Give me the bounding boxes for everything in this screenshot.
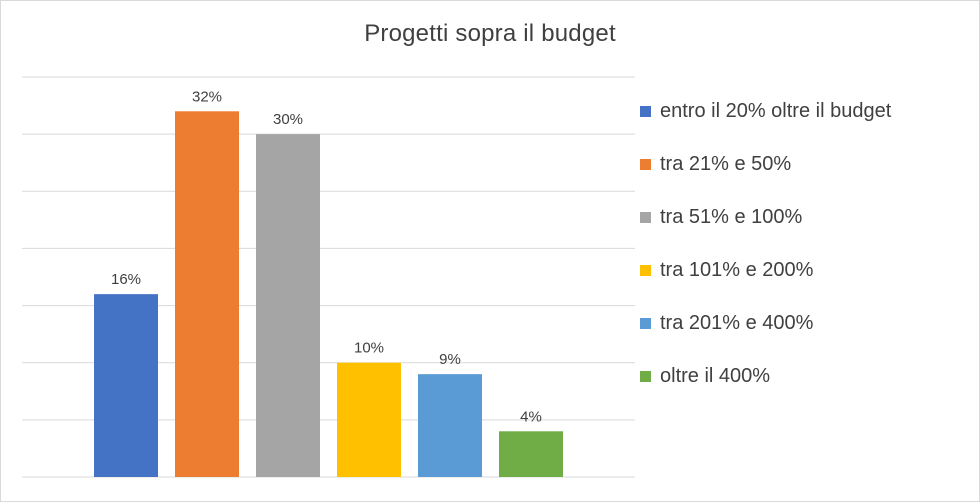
legend-swatch (640, 370, 651, 382)
data-label: 10% (354, 340, 384, 357)
legend-label: tra 51% e 100% (660, 205, 803, 228)
bar (256, 134, 320, 477)
legend-item: oltre il 400% (640, 363, 770, 389)
legend-label: oltre il 400% (660, 364, 771, 387)
legend-item: tra 201% e 400% (640, 310, 813, 336)
legend-label: tra 21% e 50% (660, 152, 792, 175)
bar (418, 374, 482, 477)
data-label: 4% (520, 408, 542, 425)
legend-item: tra 101% e 200% (640, 257, 813, 283)
legend-item: tra 21% e 50% (640, 151, 791, 177)
legend-item: tra 51% e 100% (640, 204, 802, 230)
bar (94, 294, 158, 477)
legend-swatch (640, 264, 651, 276)
bar (337, 362, 401, 477)
data-label-group: 16% 32% 30% 10% 9% 4% (111, 88, 542, 425)
bar (175, 111, 239, 478)
chart-title: Progetti sopra il budget (364, 20, 616, 47)
legend-swatch (640, 158, 651, 170)
legend-label: tra 101% e 200% (660, 258, 814, 281)
bar (499, 431, 563, 477)
legend-swatch (640, 105, 651, 117)
bar-group (94, 111, 563, 478)
data-label: 30% (273, 111, 303, 128)
legend-item: entro il 20% oltre il budget (640, 98, 891, 124)
legend-swatch (640, 317, 651, 329)
data-label: 32% (192, 88, 222, 105)
legend-swatch (640, 211, 651, 223)
legend-label: tra 201% e 400% (660, 311, 814, 334)
data-label: 9% (439, 351, 461, 368)
legend-label: entro il 20% oltre il budget (660, 99, 892, 122)
data-label: 16% (111, 271, 141, 288)
